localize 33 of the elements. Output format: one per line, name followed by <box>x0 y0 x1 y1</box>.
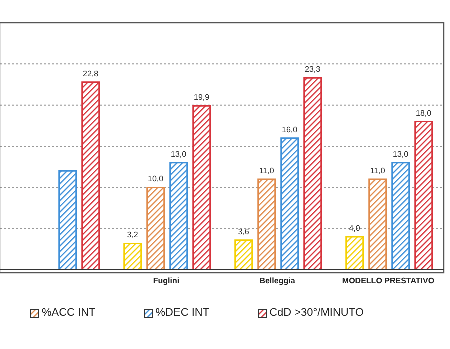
data-label: 11,0 <box>370 166 386 176</box>
data-label: 19,9 <box>194 93 210 102</box>
bar <box>392 162 410 270</box>
data-label: 13,0 <box>393 150 410 159</box>
legend-label: %DEC INT <box>156 307 210 319</box>
data-label: 23,3 <box>305 65 322 74</box>
bar <box>280 138 300 270</box>
data-label: 10,0 <box>148 174 164 184</box>
bar <box>414 121 434 270</box>
bar <box>58 170 78 270</box>
data-label: 3,2 <box>127 230 139 240</box>
data-label: 13,0 <box>171 150 188 159</box>
x-tick-label: Belleggia <box>260 276 296 286</box>
data-label: 4,0 <box>349 224 361 234</box>
bar <box>124 242 142 270</box>
data-label: 22,8 <box>83 69 100 78</box>
x-tick-label: Fuglini <box>153 276 180 286</box>
data-label: 3,6 <box>238 227 250 236</box>
data-label: 18,0 <box>416 108 432 118</box>
bar <box>304 77 322 270</box>
bar <box>368 178 388 270</box>
bar <box>170 162 188 270</box>
legend-label: CdD >30°/MINUTO <box>270 307 364 319</box>
x-tick-label: MODELLO PRESTATIVO <box>342 276 435 286</box>
legend-label: %ACC INT <box>42 307 96 319</box>
data-label: 11,0 <box>259 166 275 176</box>
bar <box>346 236 364 270</box>
bar <box>146 186 166 270</box>
bar <box>258 178 276 270</box>
data-label: 16,0 <box>282 125 298 134</box>
bar <box>192 105 212 270</box>
bar <box>82 82 100 270</box>
bar <box>234 240 254 270</box>
